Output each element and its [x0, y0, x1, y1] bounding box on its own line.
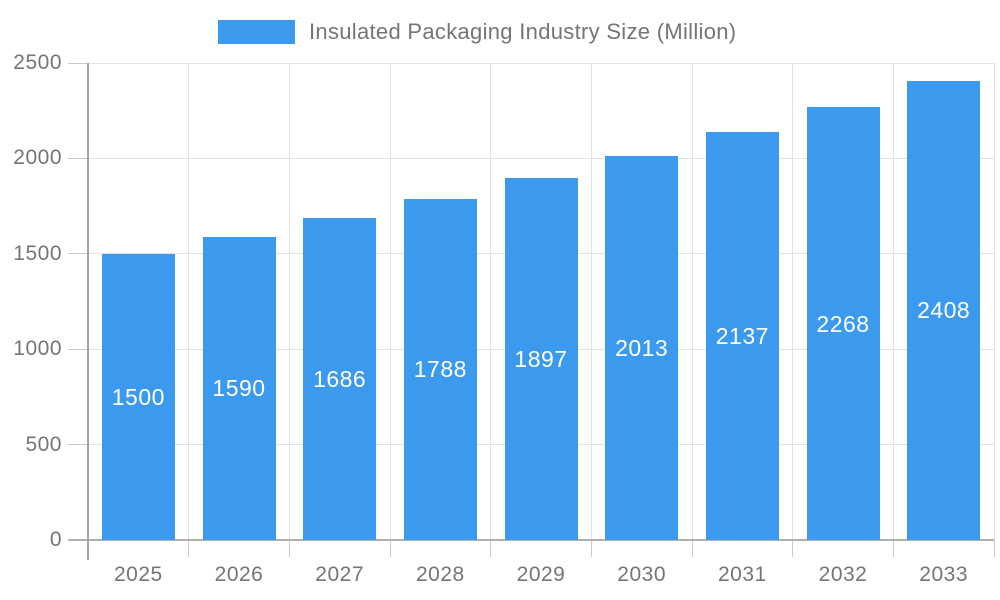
- x-axis-tick-label: 2028: [415, 563, 465, 586]
- bar[interactable]: [303, 218, 377, 540]
- y-axis-tick: [68, 444, 88, 446]
- bar[interactable]: [101, 253, 175, 540]
- x-axis-tick-label: 2032: [818, 563, 868, 586]
- gridline-horizontal: [88, 62, 994, 64]
- bar-value-label: 1788: [413, 356, 467, 383]
- bar-value-label: 1590: [212, 375, 266, 402]
- gridline-vertical: [590, 63, 592, 540]
- x-axis-tick: [590, 540, 592, 557]
- x-axis-tick: [288, 540, 290, 557]
- y-axis-tick: [68, 253, 88, 255]
- y-axis-tick-label: 0: [49, 528, 62, 551]
- x-axis-tick: [389, 540, 391, 557]
- bar-value-label: 1897: [514, 346, 568, 373]
- y-axis-tick-label: 2000: [13, 146, 62, 170]
- y-axis-line: [86, 63, 89, 560]
- y-axis-tick-label: 2500: [13, 51, 62, 74]
- x-axis-tick-label: 2027: [315, 563, 365, 586]
- y-axis-tick-label: 1000: [13, 337, 62, 361]
- bar-value-label: 2013: [615, 334, 669, 361]
- x-axis-tick-label: 2033: [919, 563, 969, 586]
- x-axis-tick: [892, 540, 894, 557]
- bar-value-label: 2268: [816, 310, 870, 337]
- x-axis-line: [68, 539, 994, 541]
- gridline-vertical: [490, 63, 492, 540]
- bar-value-label: 2137: [715, 323, 769, 350]
- gridline-vertical: [691, 63, 693, 540]
- gridline-vertical: [792, 63, 794, 540]
- gridline-vertical: [188, 63, 190, 540]
- bar[interactable]: [605, 155, 679, 540]
- y-axis-tick: [68, 157, 88, 159]
- bar-value-label: 2408: [917, 297, 971, 324]
- x-axis-tick-label: 2029: [516, 563, 566, 586]
- bar[interactable]: [705, 132, 779, 540]
- y-axis-tick-label: 1500: [13, 241, 62, 265]
- bar[interactable]: [403, 198, 477, 540]
- x-axis-tick-label: 2030: [617, 563, 667, 586]
- bar[interactable]: [907, 80, 981, 540]
- x-axis-tick: [691, 540, 693, 557]
- bar-value-label: 1500: [111, 383, 165, 410]
- y-axis-tick: [68, 348, 88, 350]
- x-axis-tick-label: 2025: [113, 563, 163, 586]
- x-axis-tick: [188, 540, 190, 557]
- legend-label: Insulated Packaging Industry Size (Milli…: [309, 19, 737, 44]
- x-axis-tick: [993, 540, 995, 557]
- y-axis-tick-label: 500: [25, 432, 62, 456]
- gridline-vertical: [993, 63, 995, 540]
- bar-value-label: 1686: [313, 366, 367, 393]
- gridline-vertical: [288, 63, 290, 540]
- bar[interactable]: [504, 178, 578, 540]
- y-axis-tick: [68, 62, 88, 64]
- bar[interactable]: [202, 236, 276, 540]
- gridline-vertical: [892, 63, 894, 540]
- x-axis-tick-label: 2026: [214, 563, 264, 586]
- gridline-horizontal: [88, 157, 994, 159]
- gridline-vertical: [389, 63, 391, 540]
- legend[interactable]: Insulated Packaging Industry Size (Milli…: [218, 19, 736, 45]
- legend-swatch[interactable]: [218, 20, 295, 44]
- x-axis-tick-label: 2031: [717, 563, 767, 586]
- bar[interactable]: [806, 107, 880, 540]
- x-axis-tick: [792, 540, 794, 557]
- x-axis-tick: [490, 540, 492, 557]
